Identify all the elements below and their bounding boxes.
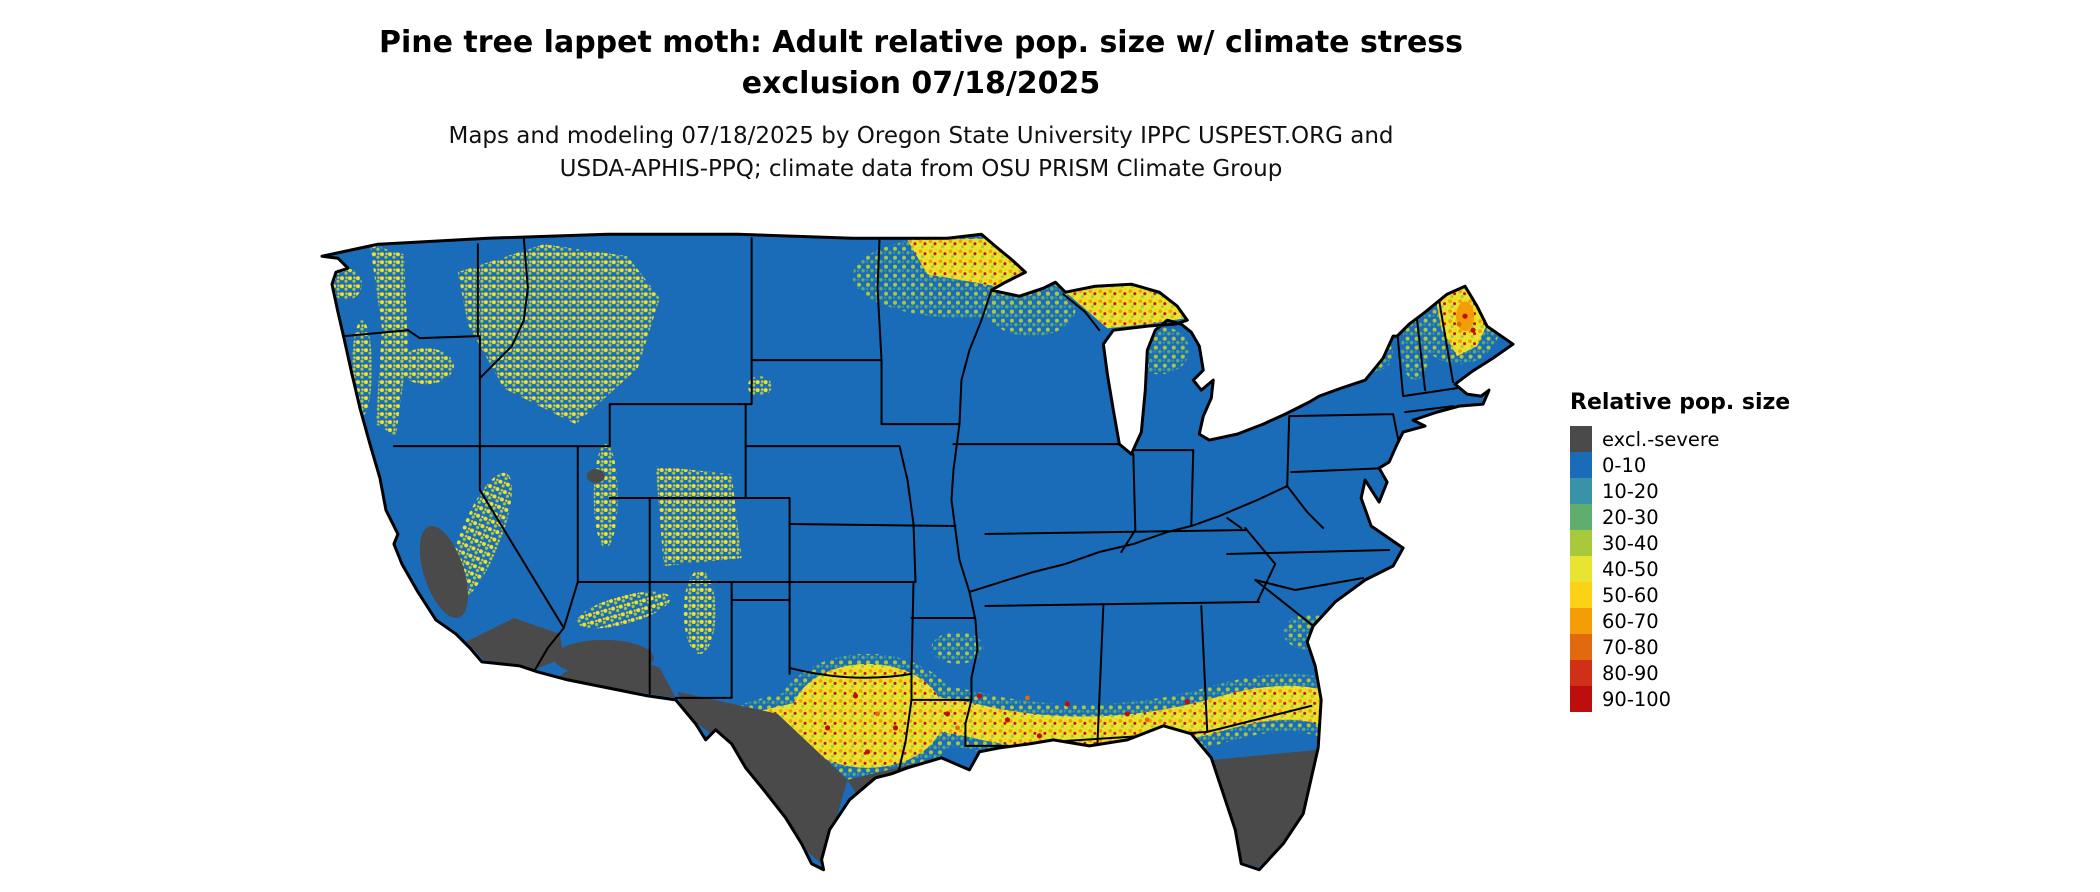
region-cascades [369,244,408,437]
legend-item-70-80: 70-80 [1570,634,1790,660]
region-great-salt-lake [586,469,605,484]
legend-item-0-10: 0-10 [1570,452,1790,478]
legend-swatch [1570,608,1592,634]
legend: Relative pop. size excl.-severe 0-10 10-… [1570,390,1790,712]
state-border-lines-west [342,237,791,699]
legend-item-80-90: 80-90 [1570,660,1790,686]
region-upper-peninsula-core [1063,284,1186,329]
legend-swatch [1570,634,1592,660]
region-olympics [329,268,362,301]
us-map [320,232,1515,872]
state-border-lines-northeast [1226,299,1459,530]
legend-swatch [1570,582,1592,608]
legend-item-20-30: 20-30 [1570,504,1790,530]
page-title-line1: Pine tree lappet moth: Adult relative po… [378,25,1463,60]
legend-item-50-60: 50-60 [1570,582,1790,608]
legend-swatch [1570,452,1592,478]
legend-swatch [1570,686,1592,712]
legend-item-excl-severe: excl.-severe [1570,426,1790,452]
region-black-hills [747,376,772,397]
state-border-lines-midwest-south [952,293,1391,747]
region-nm-mountains [683,569,716,654]
legend-label: 80-90 [1602,661,1659,685]
legend-item-30-40: 30-40 [1570,530,1790,556]
legend-item-10-20: 10-20 [1570,478,1790,504]
state-borders [342,237,1459,777]
legend-item-90-100: 90-100 [1570,686,1790,712]
legend-label: 70-80 [1602,635,1659,659]
page-title-line2: exclusion 07/18/2025 [741,66,1101,101]
legend-label: 90-100 [1602,687,1672,711]
legend-label: 10-20 [1602,479,1659,503]
region-blue-mountains [397,348,454,385]
legend-label: 20-30 [1602,505,1659,529]
legend-swatch [1570,556,1592,582]
legend-label: 50-60 [1602,583,1659,607]
legend-swatch [1570,426,1592,452]
legend-item-40-50: 40-50 [1570,556,1790,582]
legend-swatch [1570,478,1592,504]
legend-item-60-70: 60-70 [1570,608,1790,634]
legend-title: Relative pop. size [1570,390,1791,415]
region-northern-rockies [457,244,660,425]
state-border-lines-rivers [950,289,1289,747]
legend-swatch [1570,504,1592,530]
region-n-wisconsin-fringe [987,284,1076,337]
region-s-arizona-exclusion [553,639,654,676]
legend-label: 60-70 [1602,609,1659,633]
subtitle-line2: USDA-APHIS-PPQ; climate data from OSU PR… [559,156,1283,182]
legend-swatch [1570,530,1592,556]
region-south-florida-exclusion [1213,749,1318,868]
region-n-michigan-fringe [1129,326,1190,375]
us-outline [320,232,1515,872]
legend-swatch [1570,660,1592,686]
region-ca-central-exclusion [419,525,468,619]
legend-label: 0-10 [1602,453,1647,477]
legend-label: 30-40 [1602,531,1659,555]
header: Pine tree lappet moth: Adult relative po… [0,22,1842,186]
subtitle-line1: Maps and modeling 07/18/2025 by Oregon S… [448,123,1394,149]
state-border-lines-plains [744,237,1009,777]
region-mogollon-rim [577,591,671,629]
region-colorado-rockies [655,466,742,566]
region-socal-desert-exclusion [465,617,564,670]
subtitle: Maps and modeling 07/18/2025 by Oregon S… [0,120,1842,186]
region-ozarks-fringe [931,631,984,664]
map-panel [308,228,1527,886]
legend-label: excl.-severe [1602,427,1720,451]
region-wasatch [593,444,618,549]
legend-label: 40-50 [1602,557,1659,581]
